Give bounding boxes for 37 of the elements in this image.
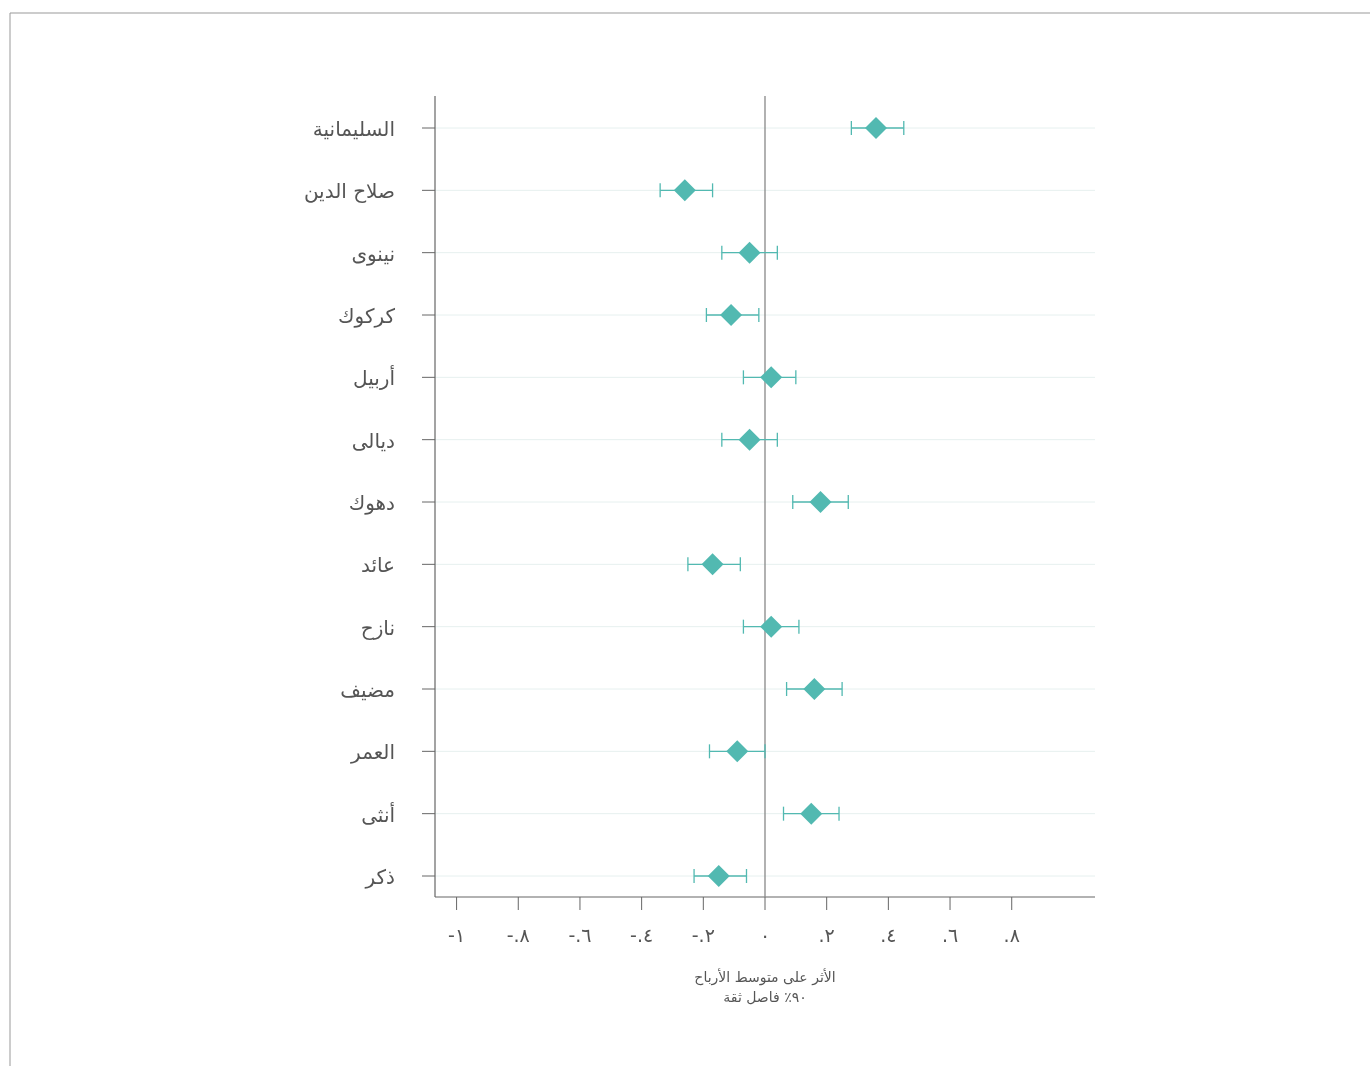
y-tick-label: ذكر xyxy=(364,865,395,889)
y-tick-label: دهوك xyxy=(348,491,395,515)
x-axis-title: الأثر على متوسط الأرباح ٩٠٪ فاصل ثقة xyxy=(694,968,836,1005)
point xyxy=(707,865,730,887)
x-tick-label: -.٦ xyxy=(568,924,592,946)
point xyxy=(803,678,826,700)
x-tick-label: -.٨ xyxy=(506,924,530,946)
point xyxy=(809,491,832,513)
point xyxy=(865,117,888,139)
y-tick-label: نينوى xyxy=(351,241,395,266)
y-tick-label: كركوك xyxy=(338,304,396,328)
y-tick-label: مضيف xyxy=(340,678,395,702)
point xyxy=(726,740,749,763)
y-tick-label: السليمانية xyxy=(312,117,395,141)
y-tick-label: العمر xyxy=(350,740,395,765)
y-tick-label: أنثى xyxy=(361,801,395,827)
point xyxy=(760,366,783,389)
point xyxy=(760,615,783,638)
point xyxy=(720,304,743,326)
point xyxy=(701,553,724,576)
point xyxy=(673,179,696,202)
point xyxy=(738,428,761,451)
y-tick-label: ديالى xyxy=(351,428,395,453)
point xyxy=(738,241,761,264)
x-tick-label: .٢ xyxy=(818,924,835,946)
x-tick-label: -.٢ xyxy=(691,924,715,946)
point xyxy=(800,802,823,825)
x-tick-label: .٤ xyxy=(880,924,897,946)
x-tick-label: -.٤ xyxy=(630,924,654,946)
x-tick-label: .٨ xyxy=(1003,924,1020,946)
y-tick-label: نازح xyxy=(360,615,395,640)
x-tick-label: .٦ xyxy=(941,924,959,946)
y-tick-label: أربيل xyxy=(353,365,395,391)
x-tick-label: -١ xyxy=(448,924,466,946)
x-tick-label: ٠ xyxy=(759,924,771,946)
y-tick-label: عائد xyxy=(360,553,395,578)
y-tick-label: صلاح الدين xyxy=(303,179,395,204)
